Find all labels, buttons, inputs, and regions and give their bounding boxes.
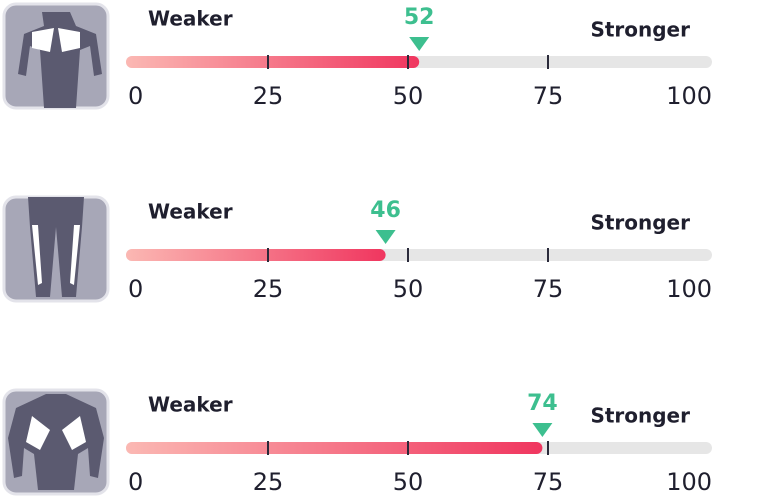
- low-label: Weaker: [148, 393, 233, 417]
- tick-label: 50: [393, 468, 424, 496]
- tick-label: 50: [393, 275, 424, 303]
- tick-label: 50: [393, 82, 424, 110]
- high-label: Stronger: [590, 404, 690, 428]
- value-bar: [126, 249, 386, 261]
- value-bar: [126, 442, 543, 454]
- value-label: 52: [404, 5, 435, 30]
- tick-label: 0: [128, 468, 143, 496]
- tick-label: 75: [533, 82, 564, 110]
- tick-label: 75: [533, 275, 564, 303]
- tick-label: 100: [666, 275, 712, 303]
- high-label: Stronger: [590, 18, 690, 42]
- tick-label: 100: [666, 82, 712, 110]
- muscle-icon: [2, 2, 110, 110]
- tick-label: 25: [253, 275, 284, 303]
- tick-label: 0: [128, 275, 143, 303]
- tick-label: 75: [533, 468, 564, 496]
- value-label: 46: [370, 198, 401, 223]
- low-label: Weaker: [148, 7, 233, 31]
- value-marker: [532, 423, 553, 437]
- value-marker: [375, 230, 396, 244]
- tick-label: 0: [128, 82, 143, 110]
- high-label: Stronger: [590, 211, 690, 235]
- value-label: 74: [527, 391, 558, 416]
- tick-label: 25: [253, 468, 284, 496]
- value-bar: [126, 56, 420, 68]
- value-marker: [409, 37, 430, 51]
- low-label: Weaker: [148, 200, 233, 224]
- tick-label: 25: [253, 82, 284, 110]
- tick-label: 100: [666, 468, 712, 496]
- muscle-icon: [2, 388, 110, 496]
- muscle-icon: [2, 195, 110, 303]
